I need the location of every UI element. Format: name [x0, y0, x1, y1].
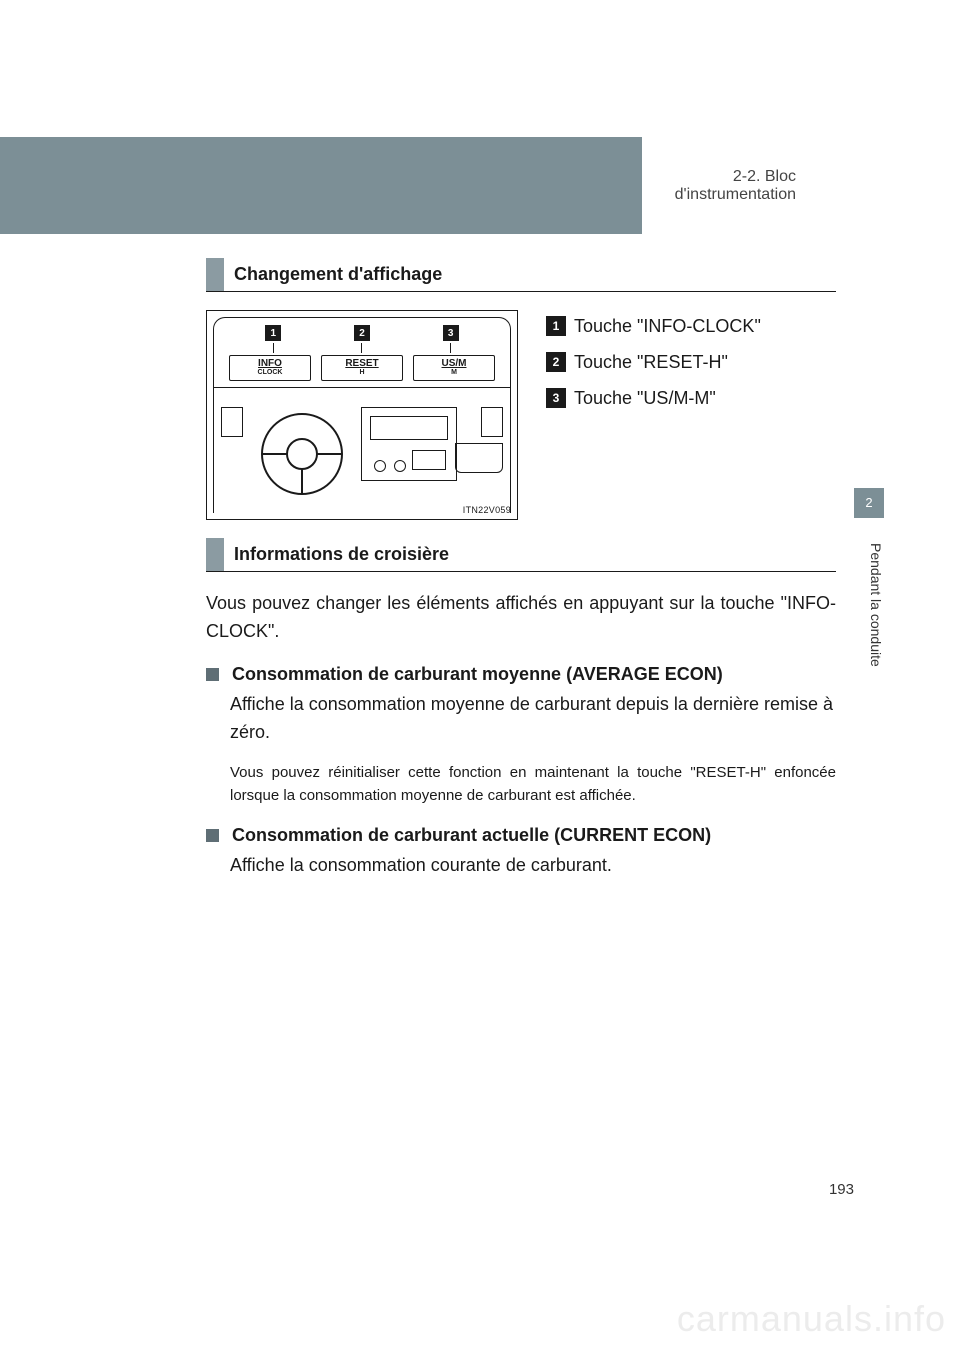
callout-badge: 3: [546, 388, 566, 408]
button-label: INFO: [258, 358, 282, 369]
item-title-text: Consommation de carburant actuelle (CURR…: [232, 825, 711, 845]
item-title-current-econ: Consommation de carburant actuelle (CURR…: [206, 825, 836, 846]
callout-badge: 1: [546, 316, 566, 336]
square-bullet-icon: [206, 668, 219, 681]
callout-text: Touche "INFO-CLOCK": [574, 310, 761, 342]
marker-stem: [450, 343, 451, 353]
item-title-average-econ: Consommation de carburant moyenne (AVERA…: [206, 664, 836, 685]
marker-1: 1: [265, 325, 281, 353]
marker-stem: [361, 343, 362, 353]
button-info-clock: INFO CLOCK: [229, 355, 311, 381]
section-lead: [206, 538, 224, 571]
item-note-average-econ: Vous pouvez réinitialiser cette fonction…: [230, 761, 836, 808]
marker-badge: 3: [443, 325, 459, 341]
dash-shelf: [213, 387, 511, 388]
marker-badge: 1: [265, 325, 281, 341]
button-sublabel: M: [414, 369, 494, 377]
callout-text: Touche "US/M-M": [574, 382, 716, 414]
callout-1: 1 Touche "INFO-CLOCK": [546, 310, 836, 342]
section-lead: [206, 258, 224, 291]
button-markers: 1 2 3: [229, 325, 495, 353]
main-content: Changement d'affichage 1 2 3: [206, 258, 836, 894]
square-bullet-icon: [206, 829, 219, 842]
section-title: Changement d'affichage: [224, 264, 442, 285]
callout-text: Touche "RESET-H": [574, 346, 728, 378]
section-bar-change-display: Changement d'affichage: [206, 258, 836, 292]
vent-right: [481, 407, 503, 437]
header-band: [0, 137, 642, 234]
item-body-average-econ: Affiche la consommation moyenne de carbu…: [230, 691, 836, 747]
button-sublabel: CLOCK: [230, 369, 310, 377]
page-number: 193: [829, 1181, 854, 1198]
callout-badge: 2: [546, 352, 566, 372]
callout-list: 1 Touche "INFO-CLOCK" 2 Touche "RESET-H"…: [546, 310, 836, 520]
button-label: RESET: [345, 358, 378, 369]
item-title-text: Consommation de carburant moyenne (AVERA…: [232, 664, 723, 684]
dashboard-figure: 1 2 3 INFO CLOCK RESET: [206, 310, 518, 520]
cruise-info-intro: Vous pouvez changer les éléments affiché…: [206, 590, 836, 646]
marker-3: 3: [443, 325, 459, 353]
marker-badge: 2: [354, 325, 370, 341]
glovebox-icon: [455, 443, 503, 473]
section-title: Informations de croisière: [224, 544, 449, 565]
button-usm-m: US/M M: [413, 355, 495, 381]
button-sublabel: H: [322, 369, 402, 377]
marker-stem: [273, 343, 274, 353]
watermark: carmanuals.info: [677, 1298, 946, 1340]
button-strip: INFO CLOCK RESET H US/M M: [229, 355, 495, 381]
callout-2: 2 Touche "RESET-H": [546, 346, 836, 378]
marker-2: 2: [354, 325, 370, 353]
figure-row: 1 2 3 INFO CLOCK RESET: [206, 310, 836, 520]
section-bar-cruise-info: Informations de croisière: [206, 538, 836, 572]
center-console-icon: [361, 407, 457, 481]
callout-3: 3 Touche "US/M-M": [546, 382, 836, 414]
figure-id: ITN22V059: [463, 505, 511, 515]
button-reset-h: RESET H: [321, 355, 403, 381]
button-label: US/M: [442, 358, 467, 369]
steering-wheel-icon: [261, 413, 343, 495]
vent-left: [221, 407, 243, 437]
chapter-tab: 2: [854, 488, 884, 518]
breadcrumb: 2-2. Bloc d'instrumentation: [642, 168, 884, 204]
chapter-label: Pendant la conduite: [854, 543, 884, 733]
item-body-current-econ: Affiche la consommation courante de carb…: [230, 852, 836, 880]
